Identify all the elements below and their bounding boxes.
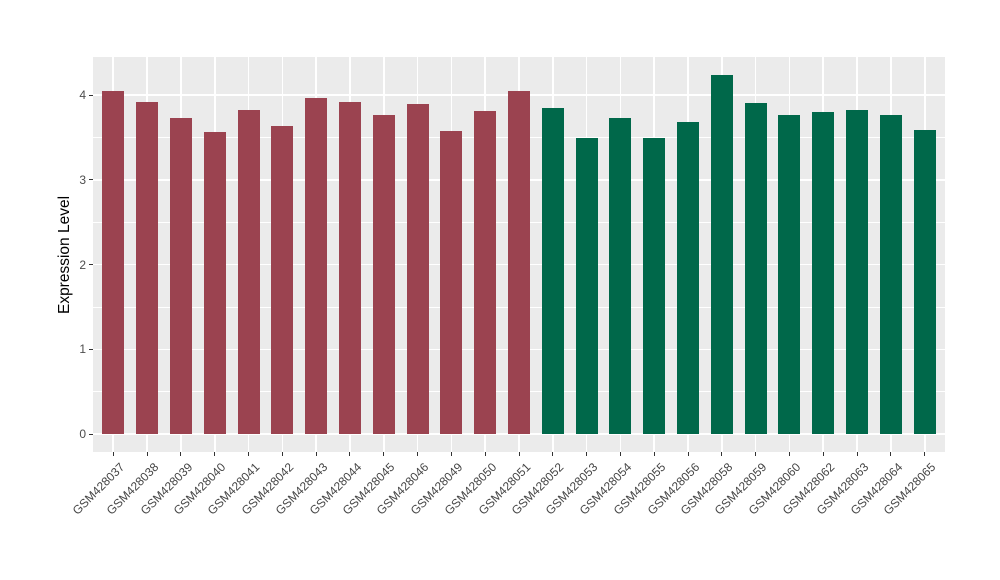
x-tick-mark [586, 452, 588, 456]
bar-GSM428049 [440, 130, 463, 435]
bar-GSM428044 [338, 101, 361, 435]
x-tick-mark [383, 452, 385, 456]
bar-GSM428042 [271, 125, 294, 435]
x-tick-mark [281, 452, 283, 456]
y-tick-mark [89, 264, 93, 266]
x-tick-mark [755, 452, 757, 456]
x-tick-mark [518, 452, 520, 456]
x-tick-mark [788, 452, 790, 456]
bar-GSM428059 [744, 102, 767, 435]
bar-GSM428056 [677, 122, 700, 435]
x-tick-mark [214, 452, 216, 456]
bar-GSM428041 [237, 109, 260, 435]
bar-GSM428062 [812, 112, 835, 435]
x-tick-mark [112, 452, 114, 456]
bar-GSM428046 [406, 103, 429, 435]
y-axis-title: Expression Level [48, 57, 82, 452]
x-tick-mark [248, 452, 250, 456]
bar-GSM428063 [846, 110, 869, 435]
x-tick-mark [417, 452, 419, 456]
y-tick-label: 1 [79, 342, 86, 357]
bar-GSM428050 [474, 111, 497, 435]
x-tick-mark [484, 452, 486, 456]
y-tick-label: 4 [79, 88, 86, 103]
y-tick-mark [89, 348, 93, 350]
x-tick-mark [687, 452, 689, 456]
x-tick-mark [552, 452, 554, 456]
bar-GSM428045 [372, 114, 395, 435]
y-tick-mark [89, 94, 93, 96]
bar-GSM428054 [609, 118, 632, 435]
y-tick-label: 2 [79, 257, 86, 272]
x-tick-mark [619, 452, 621, 456]
x-tick-mark [890, 452, 892, 456]
bar-GSM428064 [879, 115, 902, 435]
bar-GSM428065 [913, 129, 936, 435]
x-tick-mark [180, 452, 182, 456]
x-tick-mark [315, 452, 317, 456]
x-tick-mark [146, 452, 148, 456]
bar-GSM428038 [136, 101, 159, 435]
bar-GSM428043 [305, 97, 328, 435]
y-tick-label: 3 [79, 172, 86, 187]
y-tick-mark [89, 179, 93, 181]
bar-GSM428052 [541, 107, 564, 435]
y-axis-title-text: Expression Level [56, 195, 74, 314]
x-tick-mark [924, 452, 926, 456]
x-tick-mark [349, 452, 351, 456]
x-tick-mark [856, 452, 858, 456]
bar-GSM428051 [508, 90, 530, 435]
x-tick-mark [822, 452, 824, 456]
bar-GSM428060 [778, 115, 801, 435]
bar-GSM428053 [575, 137, 598, 435]
y-tick-label: 0 [79, 427, 86, 442]
x-tick-mark [450, 452, 452, 456]
x-tick-mark [721, 452, 723, 456]
bar-GSM428058 [710, 74, 733, 435]
bar-GSM428039 [169, 118, 192, 435]
bar-GSM428040 [203, 132, 226, 435]
y-tick-mark [89, 433, 93, 435]
x-tick-mark [653, 452, 655, 456]
bar-GSM428037 [102, 90, 125, 435]
bar-GSM428055 [643, 137, 666, 435]
